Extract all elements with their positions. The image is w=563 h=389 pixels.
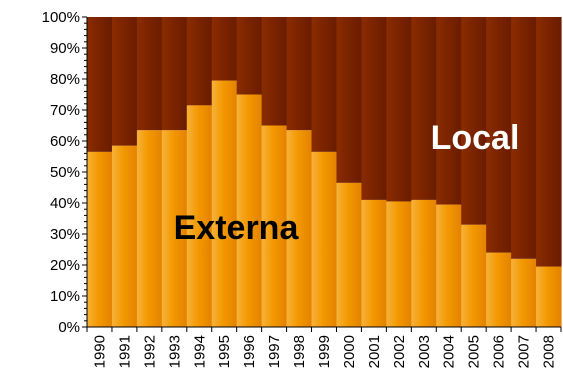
bar-local-1994 xyxy=(186,17,213,106)
x-tick-label-2005: 2005 xyxy=(466,335,483,368)
x-tick-label-1995: 1995 xyxy=(216,335,233,368)
bar-externa-1993 xyxy=(161,130,188,327)
y-axis: 0% 10% 20% 30% 40% 50% 60% 70% 80% 90% 100% xyxy=(42,9,88,336)
bar-local-2004 xyxy=(436,17,462,205)
y-tick-label: 10% xyxy=(50,288,80,305)
bar-externa-2005 xyxy=(461,224,487,327)
y-tick-label: 100% xyxy=(42,9,80,26)
y-tick-label: 0% xyxy=(58,319,80,336)
x-tick-label-1999: 1999 xyxy=(316,335,333,368)
bar-externa-1994 xyxy=(186,105,213,327)
x-tick-label-2002: 2002 xyxy=(391,335,408,368)
bar-externa-1991 xyxy=(111,145,138,327)
x-tick-label-1997: 1997 xyxy=(266,335,283,368)
y-tick-label: 70% xyxy=(50,102,80,119)
x-tick-label-1990: 1990 xyxy=(91,335,108,368)
bar-local-1990 xyxy=(87,17,113,152)
x-tick-label-2007: 2007 xyxy=(516,335,533,368)
bar-externa-1992 xyxy=(136,130,163,327)
x-tick-label-2004: 2004 xyxy=(441,335,458,368)
bar-local-1992 xyxy=(136,17,163,131)
bar-externa-2001 xyxy=(361,199,387,327)
x-tick-label-2008: 2008 xyxy=(541,335,558,368)
y-tick-label: 90% xyxy=(50,40,80,57)
bar-local-2001 xyxy=(361,17,387,200)
bar-externa-1999 xyxy=(311,151,338,327)
bar-externa-1995 xyxy=(211,80,238,327)
bars-group xyxy=(87,17,562,327)
bar-local-2000 xyxy=(336,17,363,183)
x-tick-label-1994: 1994 xyxy=(191,335,208,368)
series-label-local: Local xyxy=(431,119,520,157)
bar-externa-1997 xyxy=(261,125,288,327)
bar-local-2003 xyxy=(411,17,437,200)
bar-local-1991 xyxy=(111,17,138,146)
x-tick-label-2000: 2000 xyxy=(341,335,358,368)
x-tick-label-1996: 1996 xyxy=(241,335,258,368)
x-tick-label-1998: 1998 xyxy=(291,335,308,368)
series-label-externa: Externa xyxy=(174,209,300,247)
bar-local-1995 xyxy=(211,17,238,81)
bar-externa-2000 xyxy=(336,182,363,327)
y-tick-label: 60% xyxy=(50,133,80,150)
bar-externa-1996 xyxy=(236,94,263,327)
bar-local-2005 xyxy=(461,17,487,225)
y-tick-label: 20% xyxy=(50,257,80,274)
x-tick-label-2001: 2001 xyxy=(366,335,383,368)
x-tick-label-2003: 2003 xyxy=(416,335,433,368)
bar-externa-2004 xyxy=(436,204,462,327)
y-tick-label: 30% xyxy=(50,226,80,243)
bar-externa-2007 xyxy=(511,258,537,327)
bar-externa-1998 xyxy=(286,130,313,327)
bar-externa-2002 xyxy=(386,201,412,327)
x-axis: 1990 1991 1992 1993 1994 1995 1996 1997 1998 1999… xyxy=(86,326,562,368)
bar-local-2002 xyxy=(386,17,412,202)
bar-local-2007 xyxy=(511,17,537,259)
bar-local-2008 xyxy=(536,17,562,267)
bar-local-1997 xyxy=(261,17,288,126)
x-tick-label-1992: 1992 xyxy=(141,335,158,368)
bar-local-1998 xyxy=(286,17,313,131)
bar-externa-2003 xyxy=(411,199,437,327)
bar-externa-1990 xyxy=(87,151,113,327)
x-tick-label-1993: 1993 xyxy=(166,335,183,368)
bar-local-2006 xyxy=(486,17,512,253)
bar-local-1993 xyxy=(161,17,188,131)
bar-externa-2008 xyxy=(536,266,562,327)
bar-externa-2006 xyxy=(486,252,512,327)
bar-local-1996 xyxy=(236,17,263,95)
y-tick-label: 50% xyxy=(50,164,80,181)
y-tick-label: 80% xyxy=(50,71,80,88)
x-tick-label-2006: 2006 xyxy=(491,335,508,368)
y-tick-label: 40% xyxy=(50,195,80,212)
bar-local-1999 xyxy=(311,17,338,152)
x-tick-label-1991: 1991 xyxy=(116,335,133,368)
